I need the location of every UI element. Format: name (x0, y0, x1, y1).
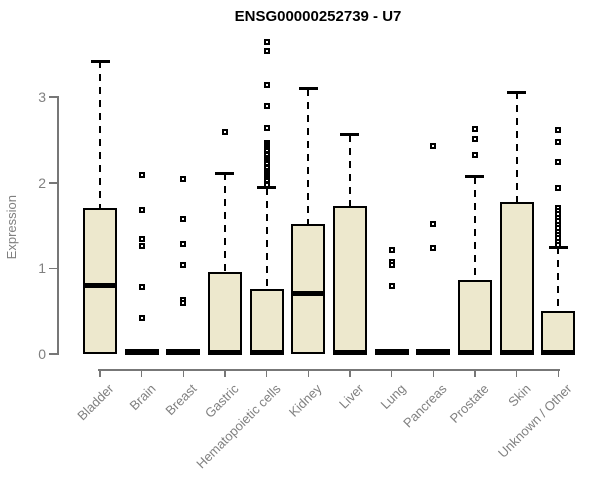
whisker-cap (90, 59, 110, 63)
median-line (291, 290, 326, 296)
outlier-point (180, 261, 187, 268)
median-line (83, 283, 117, 289)
y-axis-line (57, 96, 59, 355)
outlier-point (138, 172, 145, 179)
box-gastric (207, 271, 242, 354)
y-tick-label: 3 (38, 89, 46, 106)
box-hematopoietic-cells (249, 288, 284, 354)
outlier-point (180, 300, 187, 307)
outlier-point (471, 125, 478, 132)
collapsed-box-pancreas (416, 349, 451, 356)
outlier-point (180, 176, 187, 183)
outlier-point (263, 38, 270, 45)
outlier-point (263, 102, 270, 109)
upper-whisker (557, 247, 560, 312)
box-kidney (291, 223, 326, 354)
whisker-cap (298, 87, 318, 91)
y-axis-tick (49, 96, 57, 98)
outlier-point (221, 129, 228, 136)
upper-whisker (515, 92, 518, 203)
x-axis-tick (140, 369, 143, 377)
outlier-point (180, 215, 187, 222)
outlier-point (263, 182, 270, 189)
box-bladder (83, 207, 117, 354)
x-axis-tick (390, 369, 393, 377)
x-axis-tick (307, 369, 310, 377)
box-unknown-other (541, 311, 576, 354)
outlier-point (555, 184, 562, 191)
y-axis-tick (49, 353, 57, 355)
outlier-point (471, 136, 478, 143)
upper-whisker (348, 134, 351, 206)
x-axis-tick (515, 369, 518, 377)
outlier-point (471, 151, 478, 158)
median-line (207, 349, 242, 355)
outlier-point (555, 138, 562, 145)
outlier-point (263, 47, 270, 54)
outlier-point (138, 284, 145, 291)
whisker-cap (507, 90, 527, 94)
y-axis-tick (49, 182, 57, 184)
outlier-point (138, 236, 145, 243)
y-axis-tick (49, 267, 57, 270)
chart-title: ENSG00000252739 - U7 (234, 8, 402, 25)
y-axis-label: Expression (4, 195, 19, 260)
outlier-point (430, 142, 437, 149)
x-axis-tick (432, 369, 435, 377)
whisker-cap (215, 171, 235, 175)
x-axis-tick (265, 369, 268, 377)
whisker-cap (465, 175, 485, 179)
outlier-point (430, 220, 437, 227)
outlier-point (138, 315, 145, 322)
x-axis-tick (182, 369, 185, 377)
median-line (541, 349, 576, 355)
outlier-point (388, 247, 395, 254)
upper-whisker (473, 176, 476, 280)
x-axis-tick (99, 369, 101, 377)
x-axis-tick (557, 369, 559, 377)
y-tick-label: 0 (38, 346, 46, 362)
collapsed-box-lung (374, 349, 409, 356)
outlier-point (180, 240, 187, 247)
box-prostate (457, 279, 492, 354)
y-tick-label: 2 (38, 174, 46, 191)
median-line (332, 349, 367, 355)
upper-whisker (307, 88, 310, 224)
outlier-point (263, 125, 270, 132)
upper-whisker (223, 173, 226, 272)
upper-whisker (99, 61, 101, 208)
collapsed-box-brain (124, 349, 159, 356)
outlier-point (388, 261, 395, 268)
outlier-point (555, 159, 562, 166)
box-skin (499, 202, 534, 354)
whisker-cap (340, 133, 360, 137)
outlier-point (138, 243, 145, 250)
outlier-point (555, 126, 562, 133)
median-line (499, 349, 534, 355)
median-line (457, 349, 492, 355)
x-axis-tick (224, 369, 226, 377)
outlier-point (430, 244, 437, 251)
x-axis-tick (474, 369, 476, 377)
collapsed-box-breast (166, 349, 201, 356)
outlier-point (388, 283, 395, 290)
x-axis-tick (349, 369, 351, 377)
outlier-point (138, 207, 145, 214)
x-axis-line (98, 369, 560, 371)
outlier-point (263, 82, 270, 89)
outlier-point (555, 242, 562, 249)
box-liver (332, 205, 367, 354)
y-axis-label-container: Expression (4, 0, 19, 455)
y-tick-label: 1 (38, 260, 46, 277)
upper-whisker (265, 187, 268, 289)
median-line (249, 349, 284, 355)
